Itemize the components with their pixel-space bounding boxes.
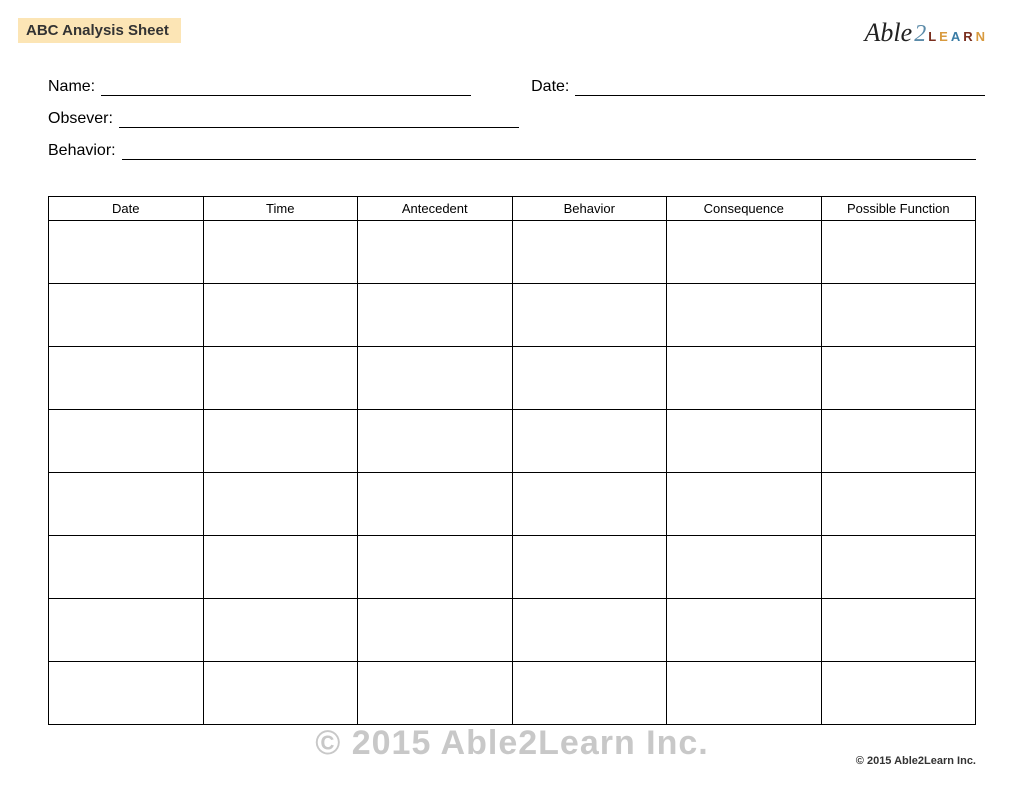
table-cell[interactable] bbox=[358, 473, 513, 536]
logo-two-text: 2 bbox=[914, 21, 926, 48]
observer-label: Obsever: bbox=[48, 110, 113, 128]
behavior-input-line[interactable] bbox=[122, 142, 976, 160]
table-cell[interactable] bbox=[512, 347, 667, 410]
table-cell[interactable] bbox=[49, 410, 204, 473]
col-antecedent: Antecedent bbox=[358, 197, 513, 221]
date-input-line[interactable] bbox=[575, 78, 985, 96]
logo-letter-r: R bbox=[963, 29, 975, 44]
table-cell[interactable] bbox=[821, 473, 976, 536]
table-row bbox=[49, 284, 976, 347]
brand-logo: Able2 LEARN bbox=[865, 18, 988, 48]
page-header: ABC Analysis Sheet Able2 LEARN bbox=[0, 0, 1024, 48]
table-cell[interactable] bbox=[512, 221, 667, 284]
col-time: Time bbox=[203, 197, 358, 221]
table-cell[interactable] bbox=[358, 410, 513, 473]
table-body bbox=[49, 221, 976, 725]
table-cell[interactable] bbox=[358, 284, 513, 347]
table-cell[interactable] bbox=[667, 221, 822, 284]
table-cell[interactable] bbox=[49, 221, 204, 284]
table-row bbox=[49, 221, 976, 284]
observer-input-line[interactable] bbox=[119, 110, 519, 128]
table-cell[interactable] bbox=[512, 536, 667, 599]
behavior-label: Behavior: bbox=[48, 142, 116, 160]
table-cell[interactable] bbox=[512, 662, 667, 725]
field-row-2: Obsever: bbox=[48, 110, 976, 128]
col-date: Date bbox=[49, 197, 204, 221]
table-container: Date Time Antecedent Behavior Consequenc… bbox=[0, 184, 1024, 725]
table-cell[interactable] bbox=[667, 473, 822, 536]
table-cell[interactable] bbox=[821, 284, 976, 347]
table-cell[interactable] bbox=[667, 347, 822, 410]
table-cell[interactable] bbox=[821, 536, 976, 599]
page-title: ABC Analysis Sheet bbox=[18, 18, 181, 43]
field-row-1: Name: Date: bbox=[48, 78, 976, 96]
table-cell[interactable] bbox=[821, 410, 976, 473]
table-cell[interactable] bbox=[667, 410, 822, 473]
table-header: Date Time Antecedent Behavior Consequenc… bbox=[49, 197, 976, 221]
table-cell[interactable] bbox=[821, 599, 976, 662]
table-cell[interactable] bbox=[667, 662, 822, 725]
table-cell[interactable] bbox=[512, 410, 667, 473]
table-cell[interactable] bbox=[49, 473, 204, 536]
date-label: Date: bbox=[531, 78, 569, 96]
table-cell[interactable] bbox=[203, 536, 358, 599]
table-row bbox=[49, 536, 976, 599]
field-row-3: Behavior: bbox=[48, 142, 976, 160]
table-cell[interactable] bbox=[203, 473, 358, 536]
table-cell[interactable] bbox=[49, 662, 204, 725]
table-cell[interactable] bbox=[203, 347, 358, 410]
logo-letter-n: N bbox=[976, 29, 988, 44]
table-cell[interactable] bbox=[49, 284, 204, 347]
table-cell[interactable] bbox=[821, 347, 976, 410]
table-row bbox=[49, 662, 976, 725]
col-consequence: Consequence bbox=[667, 197, 822, 221]
table-row bbox=[49, 410, 976, 473]
table-cell[interactable] bbox=[358, 599, 513, 662]
logo-letter-a: A bbox=[951, 29, 963, 44]
table-cell[interactable] bbox=[821, 662, 976, 725]
logo-letter-l: L bbox=[928, 29, 939, 44]
table-cell[interactable] bbox=[358, 662, 513, 725]
col-behavior: Behavior bbox=[512, 197, 667, 221]
table-cell[interactable] bbox=[203, 410, 358, 473]
table-cell[interactable] bbox=[203, 662, 358, 725]
table-cell[interactable] bbox=[49, 347, 204, 410]
table-row bbox=[49, 347, 976, 410]
table-cell[interactable] bbox=[667, 536, 822, 599]
table-cell[interactable] bbox=[203, 599, 358, 662]
table-row bbox=[49, 473, 976, 536]
table-cell[interactable] bbox=[49, 599, 204, 662]
table-cell[interactable] bbox=[667, 284, 822, 347]
name-field: Name: bbox=[48, 78, 471, 96]
date-field: Date: bbox=[531, 78, 985, 96]
name-label: Name: bbox=[48, 78, 95, 96]
table-row bbox=[49, 599, 976, 662]
table-cell[interactable] bbox=[203, 284, 358, 347]
logo-learn-text: LEARN bbox=[928, 29, 988, 44]
table-cell[interactable] bbox=[512, 284, 667, 347]
form-fields-section: Name: Date: Obsever: Behavior: bbox=[0, 48, 1024, 184]
table-cell[interactable] bbox=[358, 536, 513, 599]
table-cell[interactable] bbox=[358, 221, 513, 284]
table-cell[interactable] bbox=[821, 221, 976, 284]
table-cell[interactable] bbox=[358, 347, 513, 410]
abc-analysis-table: Date Time Antecedent Behavior Consequenc… bbox=[48, 196, 976, 725]
behavior-field: Behavior: bbox=[48, 142, 976, 160]
table-cell[interactable] bbox=[512, 599, 667, 662]
name-input-line[interactable] bbox=[101, 78, 471, 96]
copyright-text: © 2015 Able2Learn Inc. bbox=[856, 755, 976, 767]
table-cell[interactable] bbox=[667, 599, 822, 662]
table-header-row: Date Time Antecedent Behavior Consequenc… bbox=[49, 197, 976, 221]
table-cell[interactable] bbox=[49, 536, 204, 599]
col-possible-function: Possible Function bbox=[821, 197, 976, 221]
table-cell[interactable] bbox=[203, 221, 358, 284]
observer-field: Obsever: bbox=[48, 110, 519, 128]
table-cell[interactable] bbox=[512, 473, 667, 536]
logo-letter-e: E bbox=[939, 29, 951, 44]
logo-able-text: Able bbox=[865, 18, 913, 48]
